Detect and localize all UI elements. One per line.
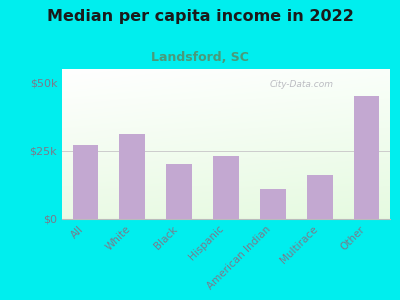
Bar <box>72 146 98 219</box>
Bar <box>166 164 192 219</box>
Bar <box>260 189 286 219</box>
Bar <box>120 134 145 219</box>
Bar <box>354 96 380 219</box>
Bar <box>213 156 239 219</box>
Bar <box>307 176 332 219</box>
Text: City-Data.com: City-Data.com <box>270 80 334 89</box>
Text: Landsford, SC: Landsford, SC <box>151 51 249 64</box>
Text: Median per capita income in 2022: Median per capita income in 2022 <box>46 9 354 24</box>
